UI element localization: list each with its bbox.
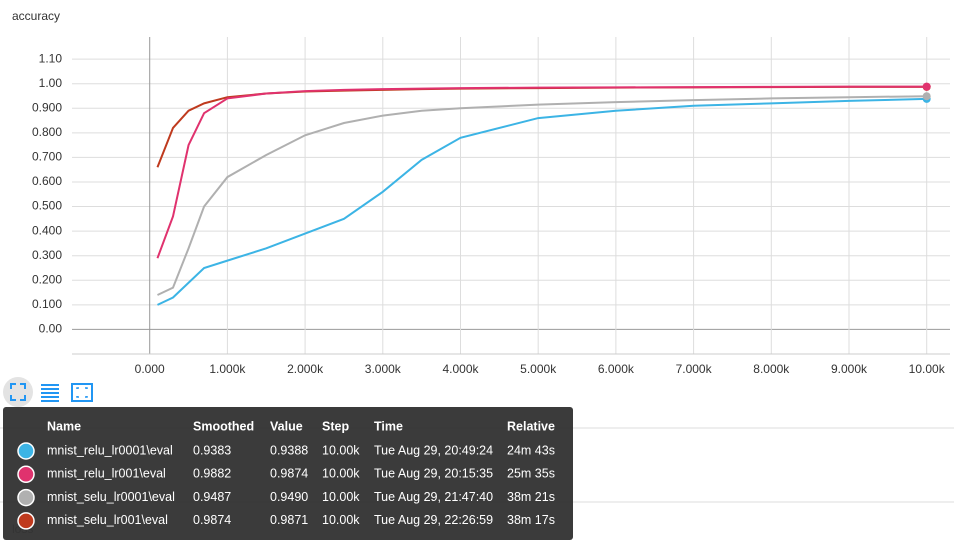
y-tick-label: 0.900 [32, 100, 62, 114]
table-cell: 38m 21s [507, 490, 555, 504]
table-cell: mnist_relu_lr001\eval [47, 467, 166, 481]
table-cell: 24m 43s [507, 443, 555, 457]
column-header: Relative [507, 419, 555, 433]
x-tick-label: 10.00k [909, 362, 946, 376]
fullscreen-button[interactable] [3, 377, 33, 407]
y-tick-label: 0.700 [32, 150, 62, 164]
chart-title: accuracy [12, 9, 60, 23]
x-tick-label: 9.000k [831, 362, 868, 376]
table-cell: Tue Aug 29, 22:26:59 [374, 513, 493, 527]
table-cell: mnist_selu_lr0001\eval [47, 490, 175, 504]
y-tick-label: 1.00 [39, 76, 63, 90]
x-tick-label: 3.000k [365, 362, 402, 376]
table-cell: 0.9871 [270, 513, 308, 527]
x-tick-label: 6.000k [598, 362, 635, 376]
series-line [157, 97, 927, 306]
series-line [156, 85, 927, 168]
toolbar [3, 377, 93, 407]
plot-area: 0.00 0.100 0.200 0.300 0.400 0.500 0.600 0.700 0… [32, 37, 950, 376]
table-cell: 10.00k [322, 467, 360, 481]
column-header: Smoothed [193, 419, 254, 433]
x-tick-label: 0.000 [135, 362, 165, 376]
y-tick-label: 0.600 [32, 174, 62, 188]
y-tick-label: 0.500 [32, 199, 62, 213]
column-header: Step [322, 419, 349, 433]
table-cell: 0.9874 [193, 513, 231, 527]
fit-domain-inner [76, 387, 88, 398]
table-cell: Tue Aug 29, 20:49:24 [374, 443, 493, 457]
tooltip-bg [3, 407, 573, 540]
fit-domain-icon[interactable] [71, 383, 93, 402]
series-line [156, 85, 927, 259]
table-cell: 0.9487 [193, 490, 231, 504]
table-cell: 38m 17s [507, 513, 555, 527]
y-tick-label: 1.10 [39, 51, 63, 65]
end-point [922, 82, 931, 91]
x-tick-label: 7.000k [676, 362, 713, 376]
list-icon[interactable] [41, 384, 59, 402]
series-swatch [17, 488, 35, 507]
end-point [922, 92, 931, 101]
y-tick-label: 0.200 [32, 272, 62, 286]
y-tick-label: 0.100 [32, 297, 62, 311]
table-cell: 0.9874 [270, 467, 308, 481]
table-cell: mnist_selu_lr001\eval [47, 513, 168, 527]
table-cell: 10.00k [322, 490, 360, 504]
tooltip: Name Smoothed Value Step Time Relative mnist_r… [3, 407, 573, 540]
y-tick-label: 0.400 [32, 223, 62, 237]
series-line [157, 95, 927, 296]
column-header: Name [47, 419, 81, 433]
x-tick-label: 1.000k [209, 362, 246, 376]
fullscreen-icon [10, 383, 26, 401]
x-tick-label: 5.000k [520, 362, 557, 376]
y-tick-label: 0.800 [32, 125, 62, 139]
x-tick-label: 2.000k [287, 362, 324, 376]
column-header: Value [270, 419, 303, 433]
table-cell: Tue Aug 29, 21:47:40 [374, 490, 493, 504]
series-swatch [17, 442, 35, 460]
x-tick-label: 4.000k [442, 362, 479, 376]
table-cell: 10.00k [322, 513, 360, 527]
table-cell: 0.9490 [270, 490, 308, 504]
table-cell: 0.9383 [193, 443, 231, 457]
table-cell: Tue Aug 29, 20:15:35 [374, 467, 493, 481]
x-tick-label: 8.000k [753, 362, 790, 376]
table-cell: 0.9882 [193, 467, 231, 481]
table-cell: 10.00k [322, 443, 360, 457]
table-cell: 25m 35s [507, 467, 555, 481]
series-swatch [17, 465, 35, 484]
column-header: Time [374, 419, 403, 433]
table-cell: mnist_relu_lr0001\eval [47, 443, 173, 457]
y-tick-label: 0.300 [32, 248, 62, 262]
series-swatch [17, 512, 35, 530]
table-cell: 0.9388 [270, 443, 308, 457]
y-tick-label: 0.00 [39, 322, 63, 336]
